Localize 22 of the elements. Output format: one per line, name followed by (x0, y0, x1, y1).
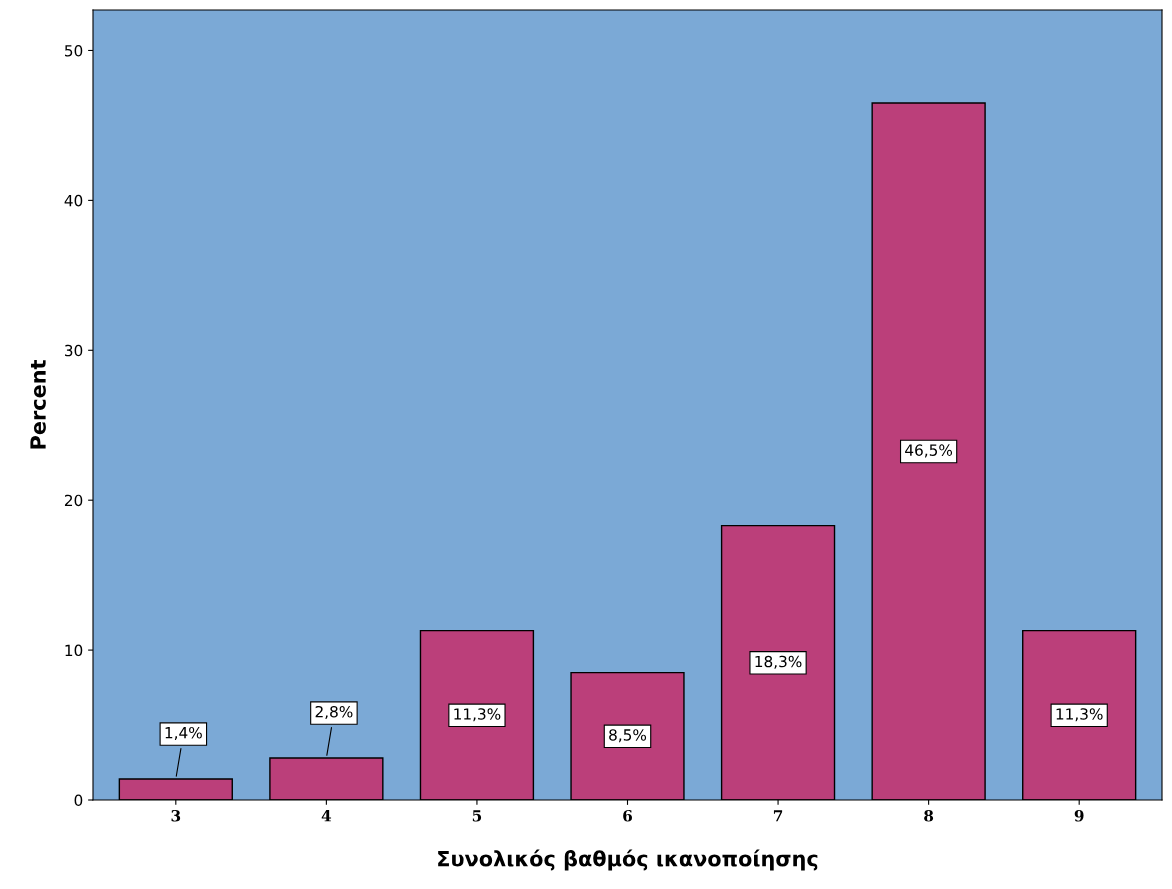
y-tick-label: 0 (74, 794, 83, 807)
data-label: 8,5% (609, 729, 647, 743)
y-tick-label: 10 (65, 644, 83, 657)
x-tick-label: 7 (773, 810, 783, 822)
y-tick-label: 50 (65, 44, 83, 57)
x-axis-title: Συνολικός βαθμός ικανοποίησης (438, 849, 818, 871)
data-label: 11,3% (1056, 708, 1103, 722)
x-tick-label: 3 (171, 809, 181, 822)
x-tick-label: 5 (472, 810, 482, 822)
data-label: 1,4% (165, 726, 202, 741)
data-label: 2,8% (315, 705, 353, 720)
data-label: 18,3% (755, 655, 802, 669)
y-tick-label: 30 (65, 344, 83, 357)
y-tick-label: 20 (64, 494, 83, 507)
x-tick-label: 4 (321, 809, 332, 822)
x-tick-label: 8 (924, 809, 934, 822)
data-label: 11,3% (454, 708, 501, 722)
data-label: 46,5% (905, 444, 953, 458)
x-tick-label: 6 (623, 809, 632, 822)
y-tick-label: 40 (64, 194, 83, 207)
x-tick-label: 9 (1074, 809, 1084, 822)
y-axis-title: Percent (30, 360, 46, 449)
